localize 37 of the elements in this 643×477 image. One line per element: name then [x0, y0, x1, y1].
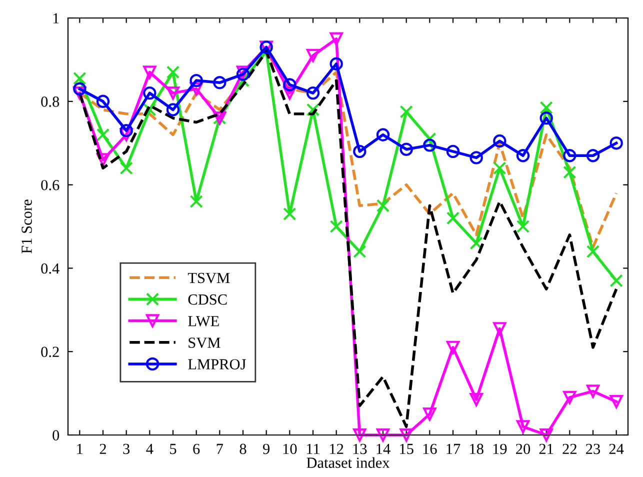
x-tick-label: 13 [353, 444, 367, 454]
x-tick-label: 23 [586, 444, 600, 454]
y-tick-label: 1 [53, 13, 59, 24]
x-axis-title: Dataset index [306, 457, 390, 468]
x-tick-label: 10 [283, 444, 297, 454]
x-tick-label: 19 [493, 444, 507, 454]
legend-label: SVM [188, 338, 220, 348]
x-tick-label: 12 [330, 444, 344, 454]
y-tick-label: 0.4 [41, 263, 60, 274]
legend-label: CDSC [188, 294, 227, 305]
x-tick-label: 5 [170, 444, 176, 454]
x-tick-label: 20 [516, 444, 530, 454]
legend-label: TSVM [188, 272, 230, 284]
x-tick-label: 2 [100, 444, 106, 454]
x-tick-label: 3 [123, 444, 130, 454]
y-tick-label: 0.6 [41, 180, 60, 190]
x-tick-label: 9 [263, 444, 270, 454]
x-tick-label: 1 [77, 444, 83, 454]
x-tick-label: 15 [400, 444, 414, 454]
x-tick-label: 21 [539, 444, 554, 454]
x-tick-label: 17 [446, 444, 460, 454]
x-tick-label: 22 [562, 444, 576, 454]
x-tick-label: 4 [146, 444, 154, 454]
y-tick-label: 0 [52, 430, 60, 440]
x-tick-label: 11 [306, 444, 320, 454]
x-tick-label: 16 [423, 444, 437, 454]
legend-label: LMPROJ [188, 359, 246, 370]
x-tick-label: 8 [240, 444, 246, 454]
y-tick-label: 0.8 [41, 96, 60, 107]
y-axis-title: F1 Score [22, 200, 32, 254]
x-tick-label: 14 [376, 444, 390, 454]
y-tick-label: 0.2 [41, 346, 59, 358]
x-tick-label: 18 [470, 444, 484, 454]
x-tick-label: 7 [216, 444, 224, 454]
legend-label: LWE [188, 316, 219, 326]
x-tick-label: 24 [609, 444, 624, 454]
x-tick-label: 6 [193, 444, 200, 454]
